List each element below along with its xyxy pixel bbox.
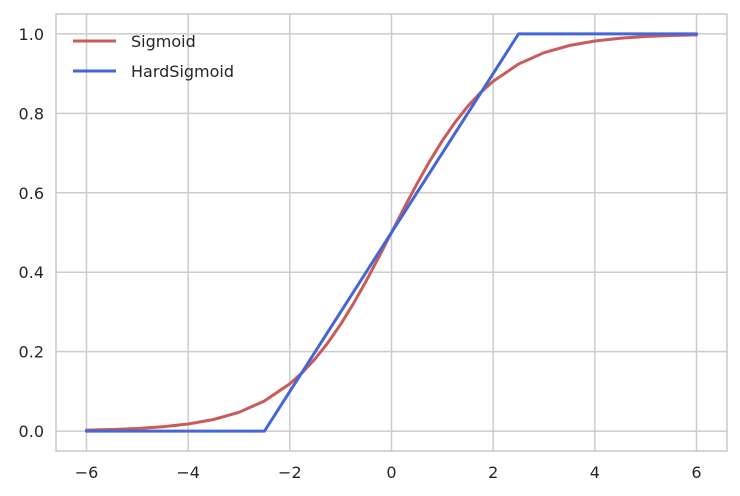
x-tick-label: 2: [488, 463, 498, 482]
legend-label-hardsigmoid: HardSigmoid: [131, 62, 234, 81]
plot-frame: [55, 13, 728, 452]
x-tick-label: −4: [176, 463, 200, 482]
x-tick-label: 4: [590, 463, 600, 482]
x-tick-label: −6: [75, 463, 99, 482]
x-tick-label: −2: [278, 463, 302, 482]
x-axis-ticks: −6 −4 −2 0 2 4 6: [75, 463, 702, 482]
legend: Sigmoid HardSigmoid: [73, 32, 234, 81]
y-tick-label: 1.0: [19, 25, 44, 44]
y-axis-ticks: 0.0 0.2 0.4 0.6 0.8 1.0: [19, 25, 44, 441]
y-tick-label: 0.0: [19, 422, 44, 441]
series-line-hardsigmoid: [85, 32, 698, 433]
y-tick-label: 0.6: [19, 184, 44, 203]
series-lines: [85, 32, 698, 433]
x-tick-label: 6: [691, 463, 701, 482]
y-tick-label: 0.2: [19, 343, 44, 362]
legend-label-sigmoid: Sigmoid: [131, 32, 196, 51]
x-tick-label: 0: [386, 463, 396, 482]
y-tick-label: 0.4: [19, 263, 44, 282]
y-tick-label: 0.8: [19, 104, 44, 123]
